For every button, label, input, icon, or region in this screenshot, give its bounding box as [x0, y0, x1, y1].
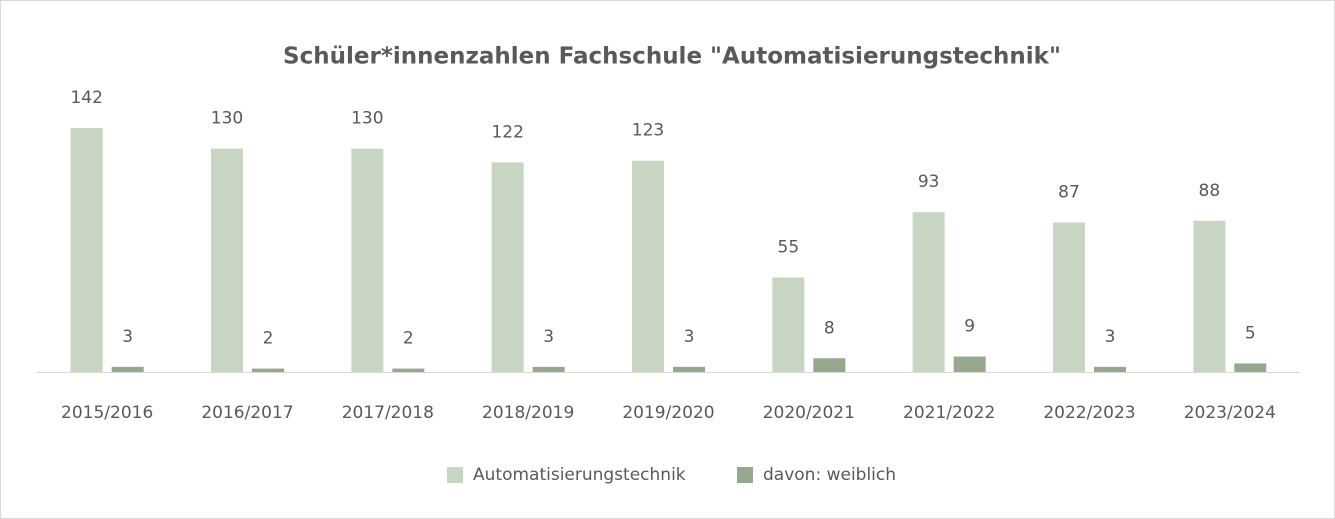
data-label: 3 [684, 327, 695, 347]
legend-label: davon: weiblich [763, 465, 896, 485]
data-label: 88 [1199, 181, 1221, 201]
x-tick-label: 2015/2016 [61, 403, 153, 423]
data-label: 2 [403, 329, 414, 349]
bar [211, 148, 243, 372]
data-label: 9 [964, 317, 975, 337]
bar [111, 366, 144, 372]
bar [252, 368, 284, 372]
data-label: 3 [122, 327, 133, 347]
data-label: 3 [543, 327, 554, 347]
bar [532, 366, 565, 372]
x-tick-label: 2023/2024 [1184, 403, 1276, 423]
legend-swatch [737, 467, 753, 483]
x-tick-label: 2022/2023 [1043, 403, 1135, 423]
data-label: 8 [824, 318, 835, 338]
data-label: 55 [778, 237, 800, 257]
data-label: 123 [632, 121, 664, 141]
data-label: 2 [263, 329, 274, 349]
data-label: 130 [211, 109, 243, 129]
bar [953, 356, 986, 372]
bar [1053, 222, 1085, 372]
bar [1094, 366, 1126, 372]
bar [1234, 363, 1267, 372]
data-label: 142 [70, 88, 102, 108]
bar [351, 148, 384, 372]
x-tick-label: 2019/2020 [622, 403, 714, 423]
bar [813, 358, 846, 372]
bar [912, 212, 945, 372]
data-label: 87 [1058, 183, 1080, 203]
bar [70, 128, 103, 372]
legend-label: Automatisierungstechnik [473, 465, 686, 485]
bar [772, 277, 805, 372]
bar [392, 368, 425, 372]
x-tick-label: 2017/2018 [342, 403, 434, 423]
bar [673, 366, 705, 372]
data-label: 93 [918, 172, 940, 192]
chart-title: Schüler*innenzahlen Fachschule "Automati… [283, 44, 1061, 70]
data-label: 122 [491, 122, 523, 142]
legend-swatch [447, 467, 463, 483]
x-tick-label: 2020/2021 [763, 403, 855, 423]
bar [1193, 220, 1226, 372]
data-label: 130 [351, 109, 383, 129]
x-tick-label: 2021/2022 [903, 403, 995, 423]
bar [632, 160, 664, 372]
data-label: 5 [1245, 323, 1256, 343]
data-label: 3 [1105, 327, 1116, 347]
x-tick-label: 2016/2017 [201, 403, 293, 423]
x-tick-label: 2018/2019 [482, 403, 574, 423]
bar [491, 162, 524, 372]
